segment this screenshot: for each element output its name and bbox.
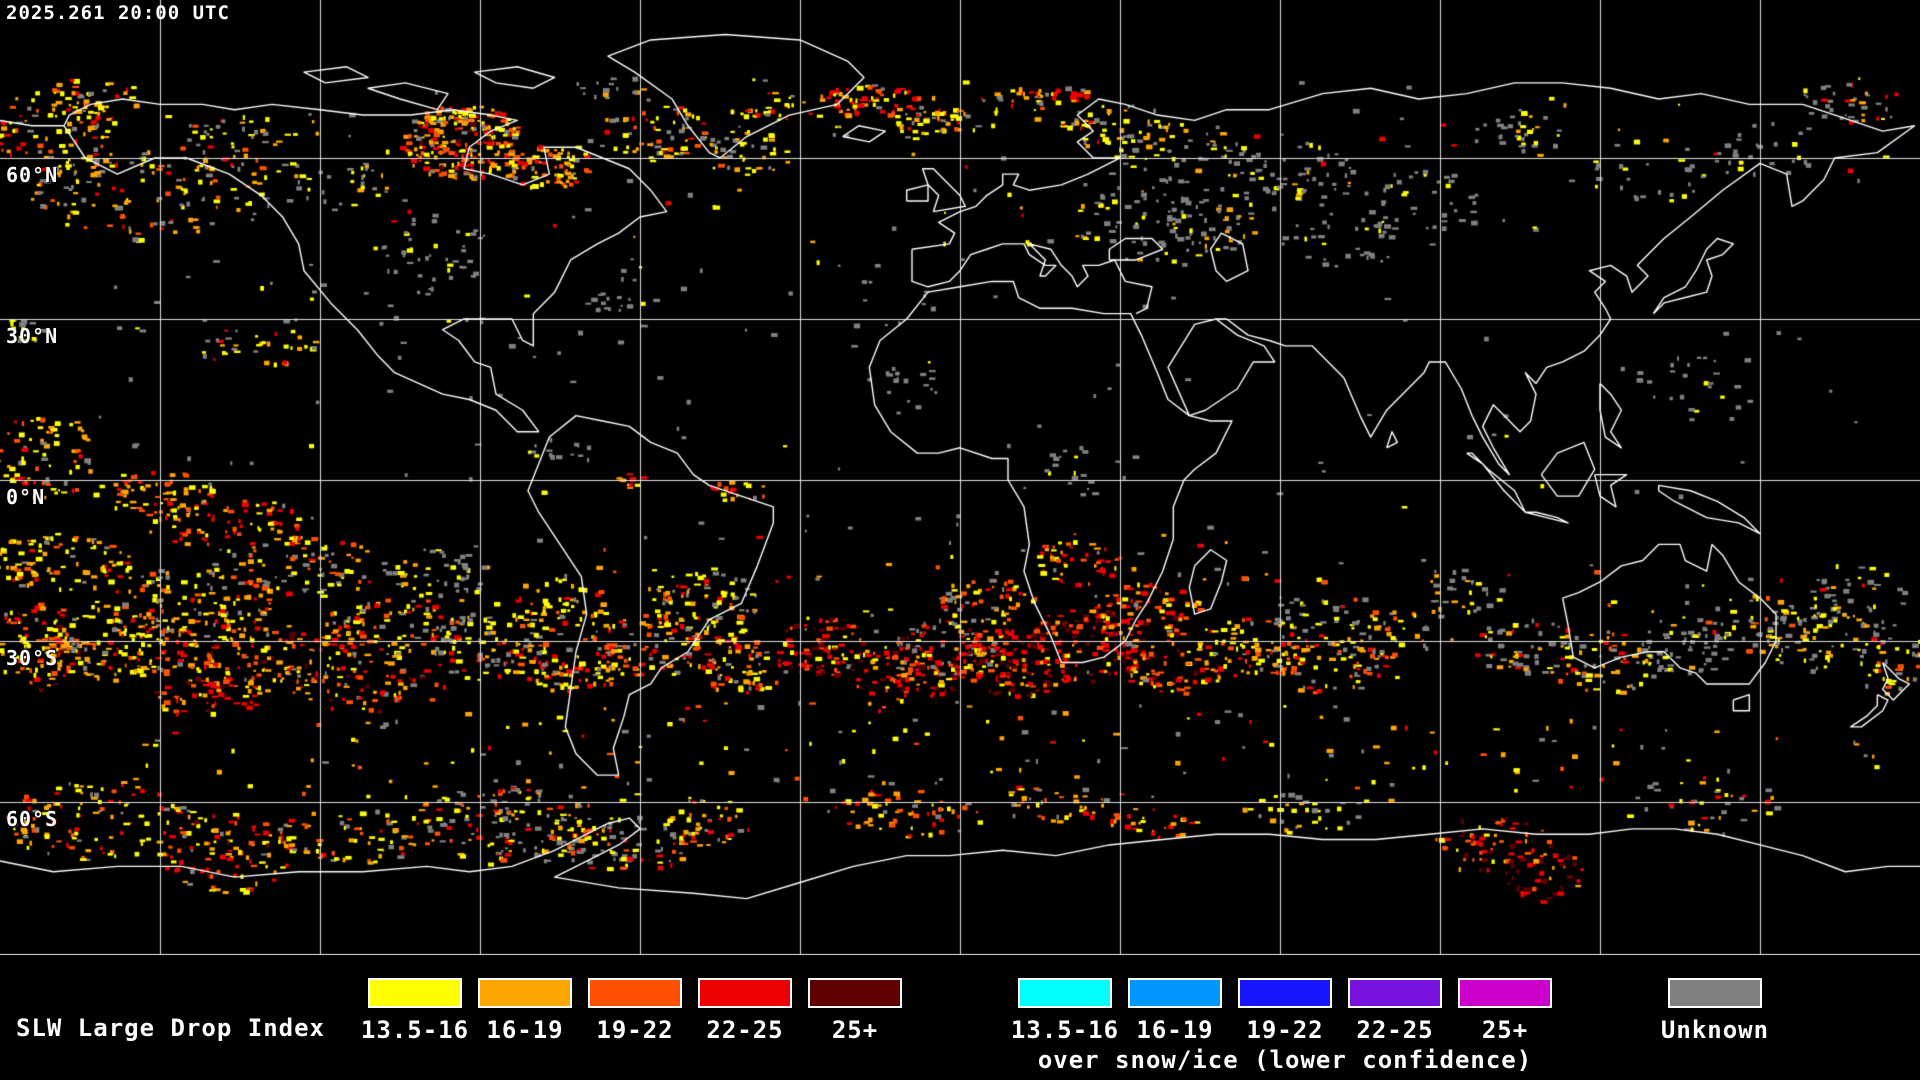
legend-range-label: 22-25 [706,1016,784,1044]
legend-item-25-plus: 25+ [775,978,935,1044]
legend-item-snow-13-5-16: 13.5-16 [985,978,1145,1044]
legend-range-label: 19-22 [596,1016,674,1044]
legend-range-label: 13.5-16 [1010,1016,1120,1044]
snow-ice-caption: over snow/ice (lower confidence) [1037,1046,1533,1074]
legend-swatch-light-blue [1128,978,1222,1008]
timestamp: 2025.261 20:00 UTC [6,2,230,24]
legend-item-13-5-16: 13.5-16 [335,978,495,1044]
legend-swatch-blue [1238,978,1332,1008]
legend-range-label: 22-25 [1356,1016,1434,1044]
legend-swatch-cyan [1018,978,1112,1008]
world-map-canvas [0,0,1920,955]
legend-swatch-red [698,978,792,1008]
legend-item-snow-25-plus: 25+ [1425,978,1585,1044]
legend-swatch-magenta [1458,978,1552,1008]
legend-swatch-purple [1348,978,1442,1008]
legend-swatch-orange-red [588,978,682,1008]
legend-range-label: 13.5-16 [360,1016,470,1044]
legend-swatch-orange [478,978,572,1008]
lat-label-30s: 30°S [6,646,59,670]
legend-range-label: 16-19 [1136,1016,1214,1044]
lat-label-60n: 60°N [6,163,59,187]
legend-item-snow-19-22: 19-22 [1205,978,1365,1044]
legend-item-19-22: 19-22 [555,978,715,1044]
legend-item-16-19: 16-19 [445,978,605,1044]
legend-swatch-yellow [368,978,462,1008]
legend-swatch-gray [1668,978,1762,1008]
legend-item-22-25: 22-25 [665,978,825,1044]
legend-item-snow-22-25: 22-25 [1315,978,1475,1044]
legend-range-label: 25+ [831,1016,879,1044]
lat-label-60s: 60°S [6,807,59,831]
lat-label-0n: 0°N [6,485,46,509]
legend-range-label: 19-22 [1246,1016,1324,1044]
legend-item-snow-16-19: 16-19 [1095,978,1255,1044]
legend-title: SLW Large Drop Index [16,1014,325,1042]
legend-range-label: Unknown [1660,1016,1770,1044]
lat-label-30n: 30°N [6,324,59,348]
legend-item-unknown: Unknown [1635,978,1795,1044]
legend-swatch-dark-red [808,978,902,1008]
legend-range-label: 16-19 [486,1016,564,1044]
legend-range-label: 25+ [1481,1016,1529,1044]
